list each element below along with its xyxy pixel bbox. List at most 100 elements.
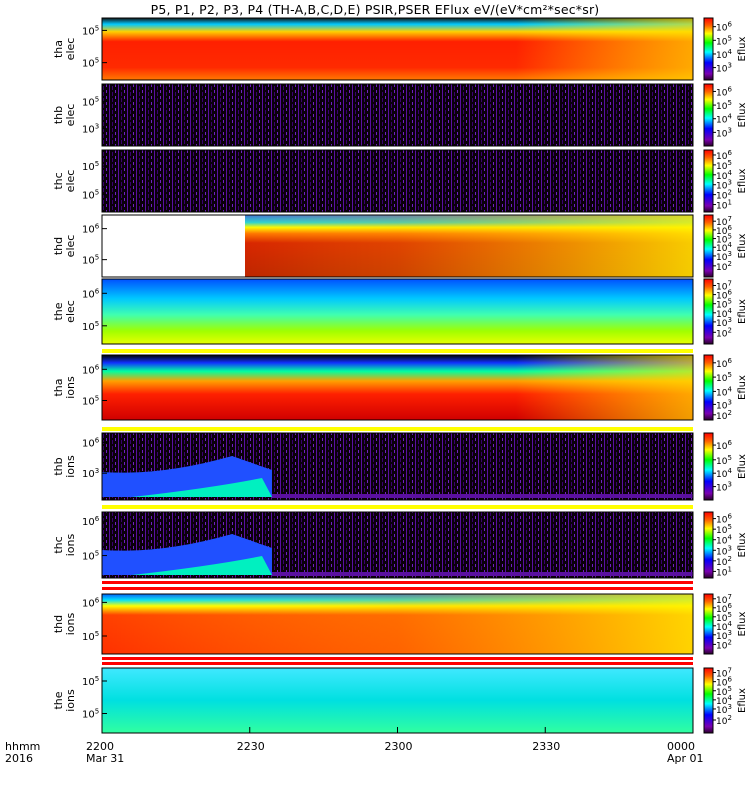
ytick-label: 105 (82, 320, 99, 333)
ytick-label: 105 (82, 675, 99, 688)
xtick-label: 2200 Mar 31 (86, 741, 124, 765)
ytick-label: 105 (82, 160, 99, 173)
spectrogram-fade (102, 594, 693, 654)
ytick-label: 106 (82, 223, 100, 236)
cbar-tick-label: 106 (716, 439, 732, 452)
colorbar (703, 278, 714, 345)
colorbar (703, 149, 714, 213)
colorbar (703, 214, 714, 278)
ytick-label: 106 (82, 363, 100, 376)
separator-band (102, 349, 693, 353)
cbar-tick-label: 104 (716, 113, 732, 126)
spectrogram-fade (102, 18, 693, 80)
panel-ylabel: thcelec (52, 170, 77, 193)
cbar-tick-label: 105 (716, 99, 732, 112)
ytick-label: 106 (82, 287, 100, 300)
cbar-tick-label: 106 (716, 21, 732, 34)
separator-band (102, 581, 693, 584)
noise-floor (272, 494, 693, 498)
ytick-label: 105 (82, 254, 99, 267)
hhmm-label: hhmm (5, 740, 41, 753)
colorbar-label: Eflux (737, 168, 748, 193)
ion-burst-core (132, 556, 272, 575)
colorbar-label: Eflux (737, 102, 748, 127)
xtick-date: Mar 31 (86, 752, 125, 765)
colorbar-label: Eflux (737, 611, 748, 636)
colorbar (703, 593, 714, 655)
panel-ylabel: thaions (52, 376, 77, 399)
colorbar (703, 432, 714, 501)
ytick-label: 105 (82, 708, 99, 721)
xtick-time: 2300 (384, 740, 413, 753)
colorbar (703, 354, 714, 421)
colorbar-label: Eflux (737, 688, 748, 713)
colorbar-label: Eflux (737, 532, 748, 557)
xtick-time: 0000 (667, 740, 695, 753)
panel-frame (101, 278, 694, 345)
cbar-tick-label: 105 (716, 454, 732, 467)
panel-ylabel: thdions (52, 612, 77, 635)
ytick-label: 105 (82, 24, 99, 37)
separator-band (102, 505, 693, 509)
xtick-time: 2200 (86, 740, 114, 753)
colorbar (703, 511, 714, 579)
time-axis-label: hhmm 2016 (5, 741, 40, 765)
colorbar-label: Eflux (737, 299, 748, 324)
ytick-label: 105 (82, 189, 99, 202)
spectrogram-fade (102, 355, 693, 420)
panel-ylabel: thbions (52, 455, 77, 478)
colorbar-label: Eflux (737, 454, 748, 479)
panel-frame (101, 149, 694, 213)
cbar-tick-label: 105 (716, 371, 732, 384)
spectrogram (102, 150, 693, 212)
year-label: 2016 (5, 752, 33, 765)
ytick-label: 105 (82, 57, 99, 70)
panel-ylabel: thcions (52, 533, 77, 556)
panel-frame (101, 17, 694, 81)
cbar-tick-label: 106 (716, 85, 732, 98)
ytick-label: 106 (82, 515, 100, 528)
cbar-tick-label: 103 (716, 62, 732, 75)
panel-ylabel: theions (52, 689, 77, 712)
spectrogram (102, 84, 693, 146)
cbar-tick-label: 104 (716, 48, 732, 61)
cbar-tick-label: 103 (716, 481, 732, 494)
xtick-time: 2230 (236, 740, 265, 753)
panel-ylabel: theelec (52, 300, 77, 323)
spectrogram (102, 279, 693, 344)
panel-frame (101, 593, 694, 655)
panel-frame (101, 354, 694, 421)
xtick-label: 2300 (385, 741, 413, 753)
panel-frame (101, 511, 694, 579)
colorbar (703, 667, 714, 734)
xtick-label: 0000 Apr 01 (667, 741, 704, 765)
panel-ylabel: thbelec (52, 104, 77, 127)
cbar-tick-label: 106 (716, 357, 732, 370)
ytick-label: 105 (82, 550, 99, 563)
separator-band (102, 662, 693, 665)
separator-band (102, 657, 693, 660)
chart-title: P5, P1, P2, P3, P4 (TH-A,B,C,D,E) PSIR,P… (150, 2, 600, 17)
noise-floor (272, 572, 693, 576)
ion-burst-core (132, 478, 272, 497)
separator-band (102, 427, 693, 431)
colorbar-label: Eflux (737, 233, 748, 258)
colorbar (703, 17, 714, 81)
ytick-label: 105 (82, 95, 99, 108)
colorbar (703, 83, 714, 147)
ytick-label: 105 (82, 630, 99, 643)
cbar-tick-label: 104 (716, 385, 732, 398)
panel-frame (101, 83, 694, 147)
xtick-label: 2330 (532, 741, 560, 753)
ytick-label: 105 (82, 395, 99, 408)
